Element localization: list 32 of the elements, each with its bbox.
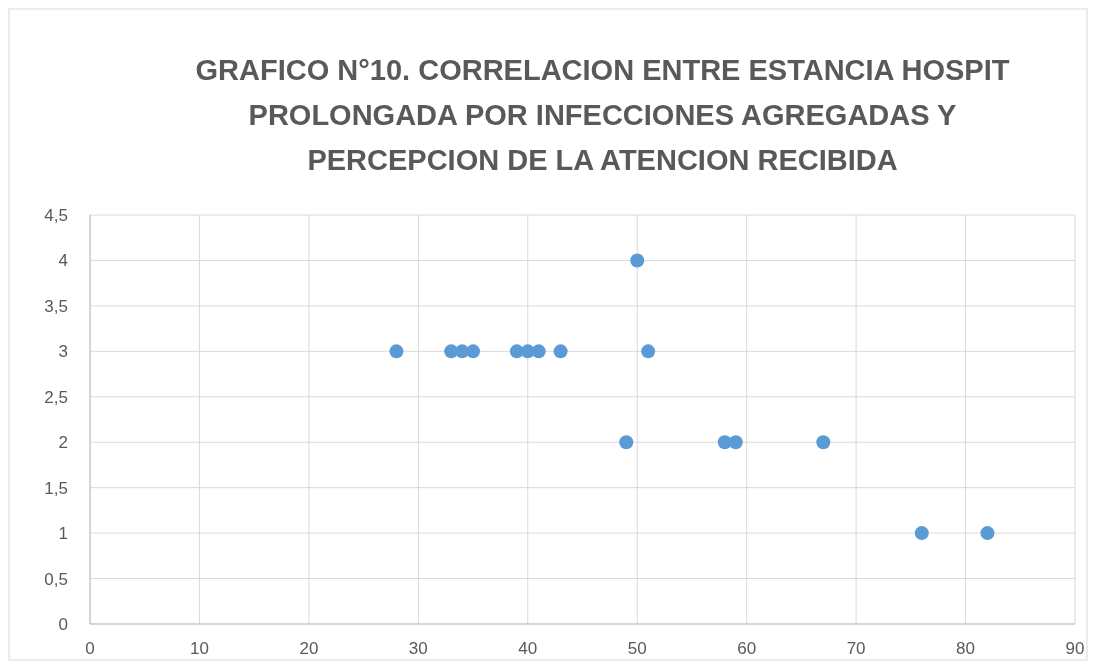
x-tick-label: 50 bbox=[627, 639, 647, 658]
x-tick-label: 60 bbox=[737, 639, 757, 658]
x-tick-label: 10 bbox=[189, 639, 209, 658]
point bbox=[389, 344, 404, 359]
point bbox=[466, 344, 481, 359]
y-tick-label: 4,5 bbox=[44, 205, 68, 225]
point bbox=[816, 435, 831, 450]
point bbox=[914, 526, 929, 541]
point bbox=[641, 344, 656, 359]
point bbox=[619, 435, 634, 450]
y-tick-label: 2,5 bbox=[44, 387, 68, 407]
x-tick-label: 20 bbox=[299, 639, 319, 658]
y-tick-label: 3 bbox=[58, 342, 68, 362]
point bbox=[553, 344, 568, 359]
x-tick-label: 0 bbox=[85, 639, 95, 658]
x-tick-label: 90 bbox=[1065, 639, 1085, 658]
point bbox=[980, 526, 995, 541]
y-tick-label: 4 bbox=[58, 251, 68, 271]
y-tick-label: 0,5 bbox=[44, 569, 68, 589]
x-tick-label: 70 bbox=[846, 639, 866, 658]
y-tick-label: 1 bbox=[58, 524, 68, 544]
point bbox=[728, 435, 743, 450]
point bbox=[630, 253, 645, 268]
x-tick-label: 40 bbox=[518, 639, 538, 658]
x-tick-label: 80 bbox=[956, 639, 976, 658]
y-tick-label: 3,5 bbox=[44, 296, 68, 316]
point bbox=[531, 344, 546, 359]
x-tick-label: 30 bbox=[408, 639, 428, 658]
y-tick-label: 2 bbox=[58, 433, 68, 453]
chart-title: GRAFICO N°10. CORRELACION ENTRE ESTANCIA HOSPIT PROLONGADA POR INFECCIONES AGREGADAS Y PERCEPCION DE LA ATENCION RECIBIDA bbox=[195, 54, 1010, 176]
y-tick-label: 0 bbox=[58, 614, 68, 634]
y-tick-label: 1,5 bbox=[44, 478, 68, 498]
